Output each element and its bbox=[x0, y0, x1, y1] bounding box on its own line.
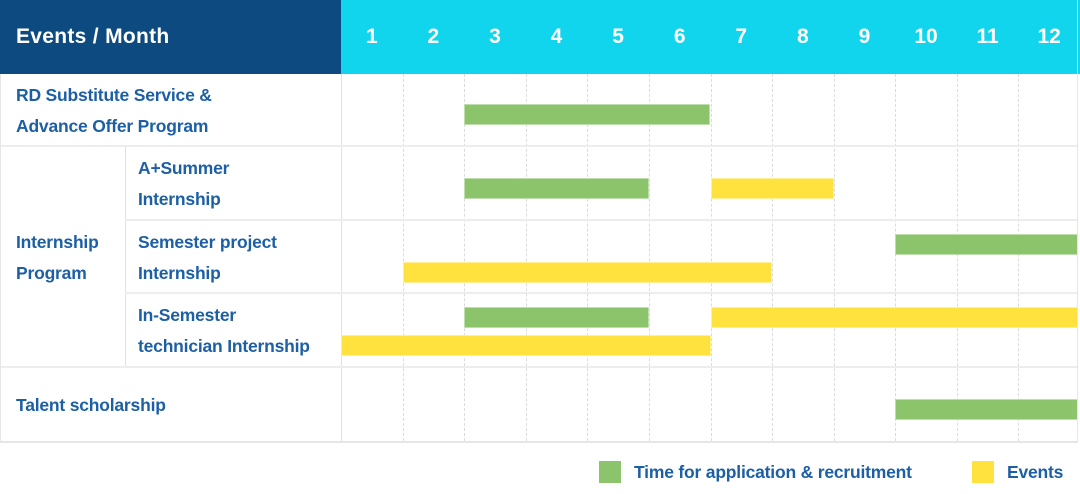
row-group-label-internship-program: Internship Program bbox=[16, 231, 99, 283]
month-gridline bbox=[525, 74, 527, 441]
row-label-rd-substitute: RD Substitute Service & Advance Offer Pr… bbox=[16, 84, 212, 136]
month-header-cell: 2 bbox=[427, 25, 440, 48]
gantt-bar-recruitment bbox=[464, 178, 649, 199]
month-header-cell: 8 bbox=[796, 25, 809, 48]
header-title: Events / Month bbox=[16, 25, 170, 48]
month-header-cell: 3 bbox=[489, 25, 501, 48]
legend-item-events: Events bbox=[972, 461, 1063, 483]
row-label-semester-project-internship: Semester project Internship bbox=[138, 231, 277, 283]
row-separator bbox=[125, 292, 1078, 294]
label-column-border bbox=[341, 74, 342, 443]
legend-events-swatch bbox=[972, 461, 994, 483]
month-gridline bbox=[956, 74, 958, 441]
legend-recruitment-swatch bbox=[599, 461, 621, 483]
month-header-cell: 7 bbox=[735, 25, 748, 48]
month-header-cell: 10 bbox=[914, 25, 938, 48]
gantt-bar-events bbox=[402, 262, 773, 283]
table-left-border bbox=[0, 74, 1, 443]
gantt-bar-events bbox=[710, 307, 1078, 328]
month-header-cell: 4 bbox=[550, 25, 563, 48]
gantt-bar-recruitment bbox=[895, 399, 1078, 420]
gantt-bar-events bbox=[710, 178, 834, 199]
legend-events-label: Events bbox=[1007, 461, 1064, 482]
header-events-month-cell: Events / Month bbox=[0, 0, 341, 74]
month-gridline bbox=[833, 74, 835, 441]
month-header-cell: 5 bbox=[612, 25, 624, 48]
gantt-bar-recruitment bbox=[464, 104, 711, 125]
month-gridline bbox=[1018, 74, 1020, 441]
sub-label-column-border bbox=[125, 147, 126, 368]
row-separator bbox=[0, 366, 1078, 368]
legend-recruitment-label: Time for application & recruitment bbox=[634, 461, 912, 482]
row-label-a-plus-summer-internship: A+Summer Internship bbox=[138, 158, 230, 209]
month-gridline bbox=[464, 74, 466, 441]
month-gridline bbox=[895, 74, 897, 441]
row-separator bbox=[0, 145, 1078, 147]
legend-item-recruitment: Time for application & recruitment bbox=[599, 461, 912, 483]
month-header-cell: 1 bbox=[365, 25, 378, 48]
gantt-bar-recruitment bbox=[895, 234, 1078, 255]
gantt-bar-recruitment bbox=[464, 307, 649, 328]
row-label-talent-scholarship: Talent scholarship bbox=[16, 395, 166, 415]
row-label-in-semester-technician-internship: In-Semester technician Internship bbox=[138, 305, 310, 356]
month-gridline bbox=[402, 74, 404, 441]
table-bottom-border bbox=[0, 441, 1078, 443]
row-separator bbox=[125, 219, 1078, 221]
month-header-cell: 6 bbox=[673, 25, 686, 48]
month-header-row: 1 2 3 4 5 6 7 8 9 10 11 12 bbox=[341, 0, 1080, 74]
gantt-bar-events bbox=[341, 335, 711, 356]
month-header-cell: 11 bbox=[976, 25, 999, 48]
month-gridline bbox=[648, 74, 650, 441]
month-header-cell: 9 bbox=[858, 25, 871, 48]
month-header-cell: 12 bbox=[1037, 25, 1061, 48]
month-gridline bbox=[587, 74, 589, 441]
month-gridline bbox=[772, 74, 774, 441]
table-right-border bbox=[1077, 0, 1078, 443]
month-gridline bbox=[710, 74, 712, 441]
